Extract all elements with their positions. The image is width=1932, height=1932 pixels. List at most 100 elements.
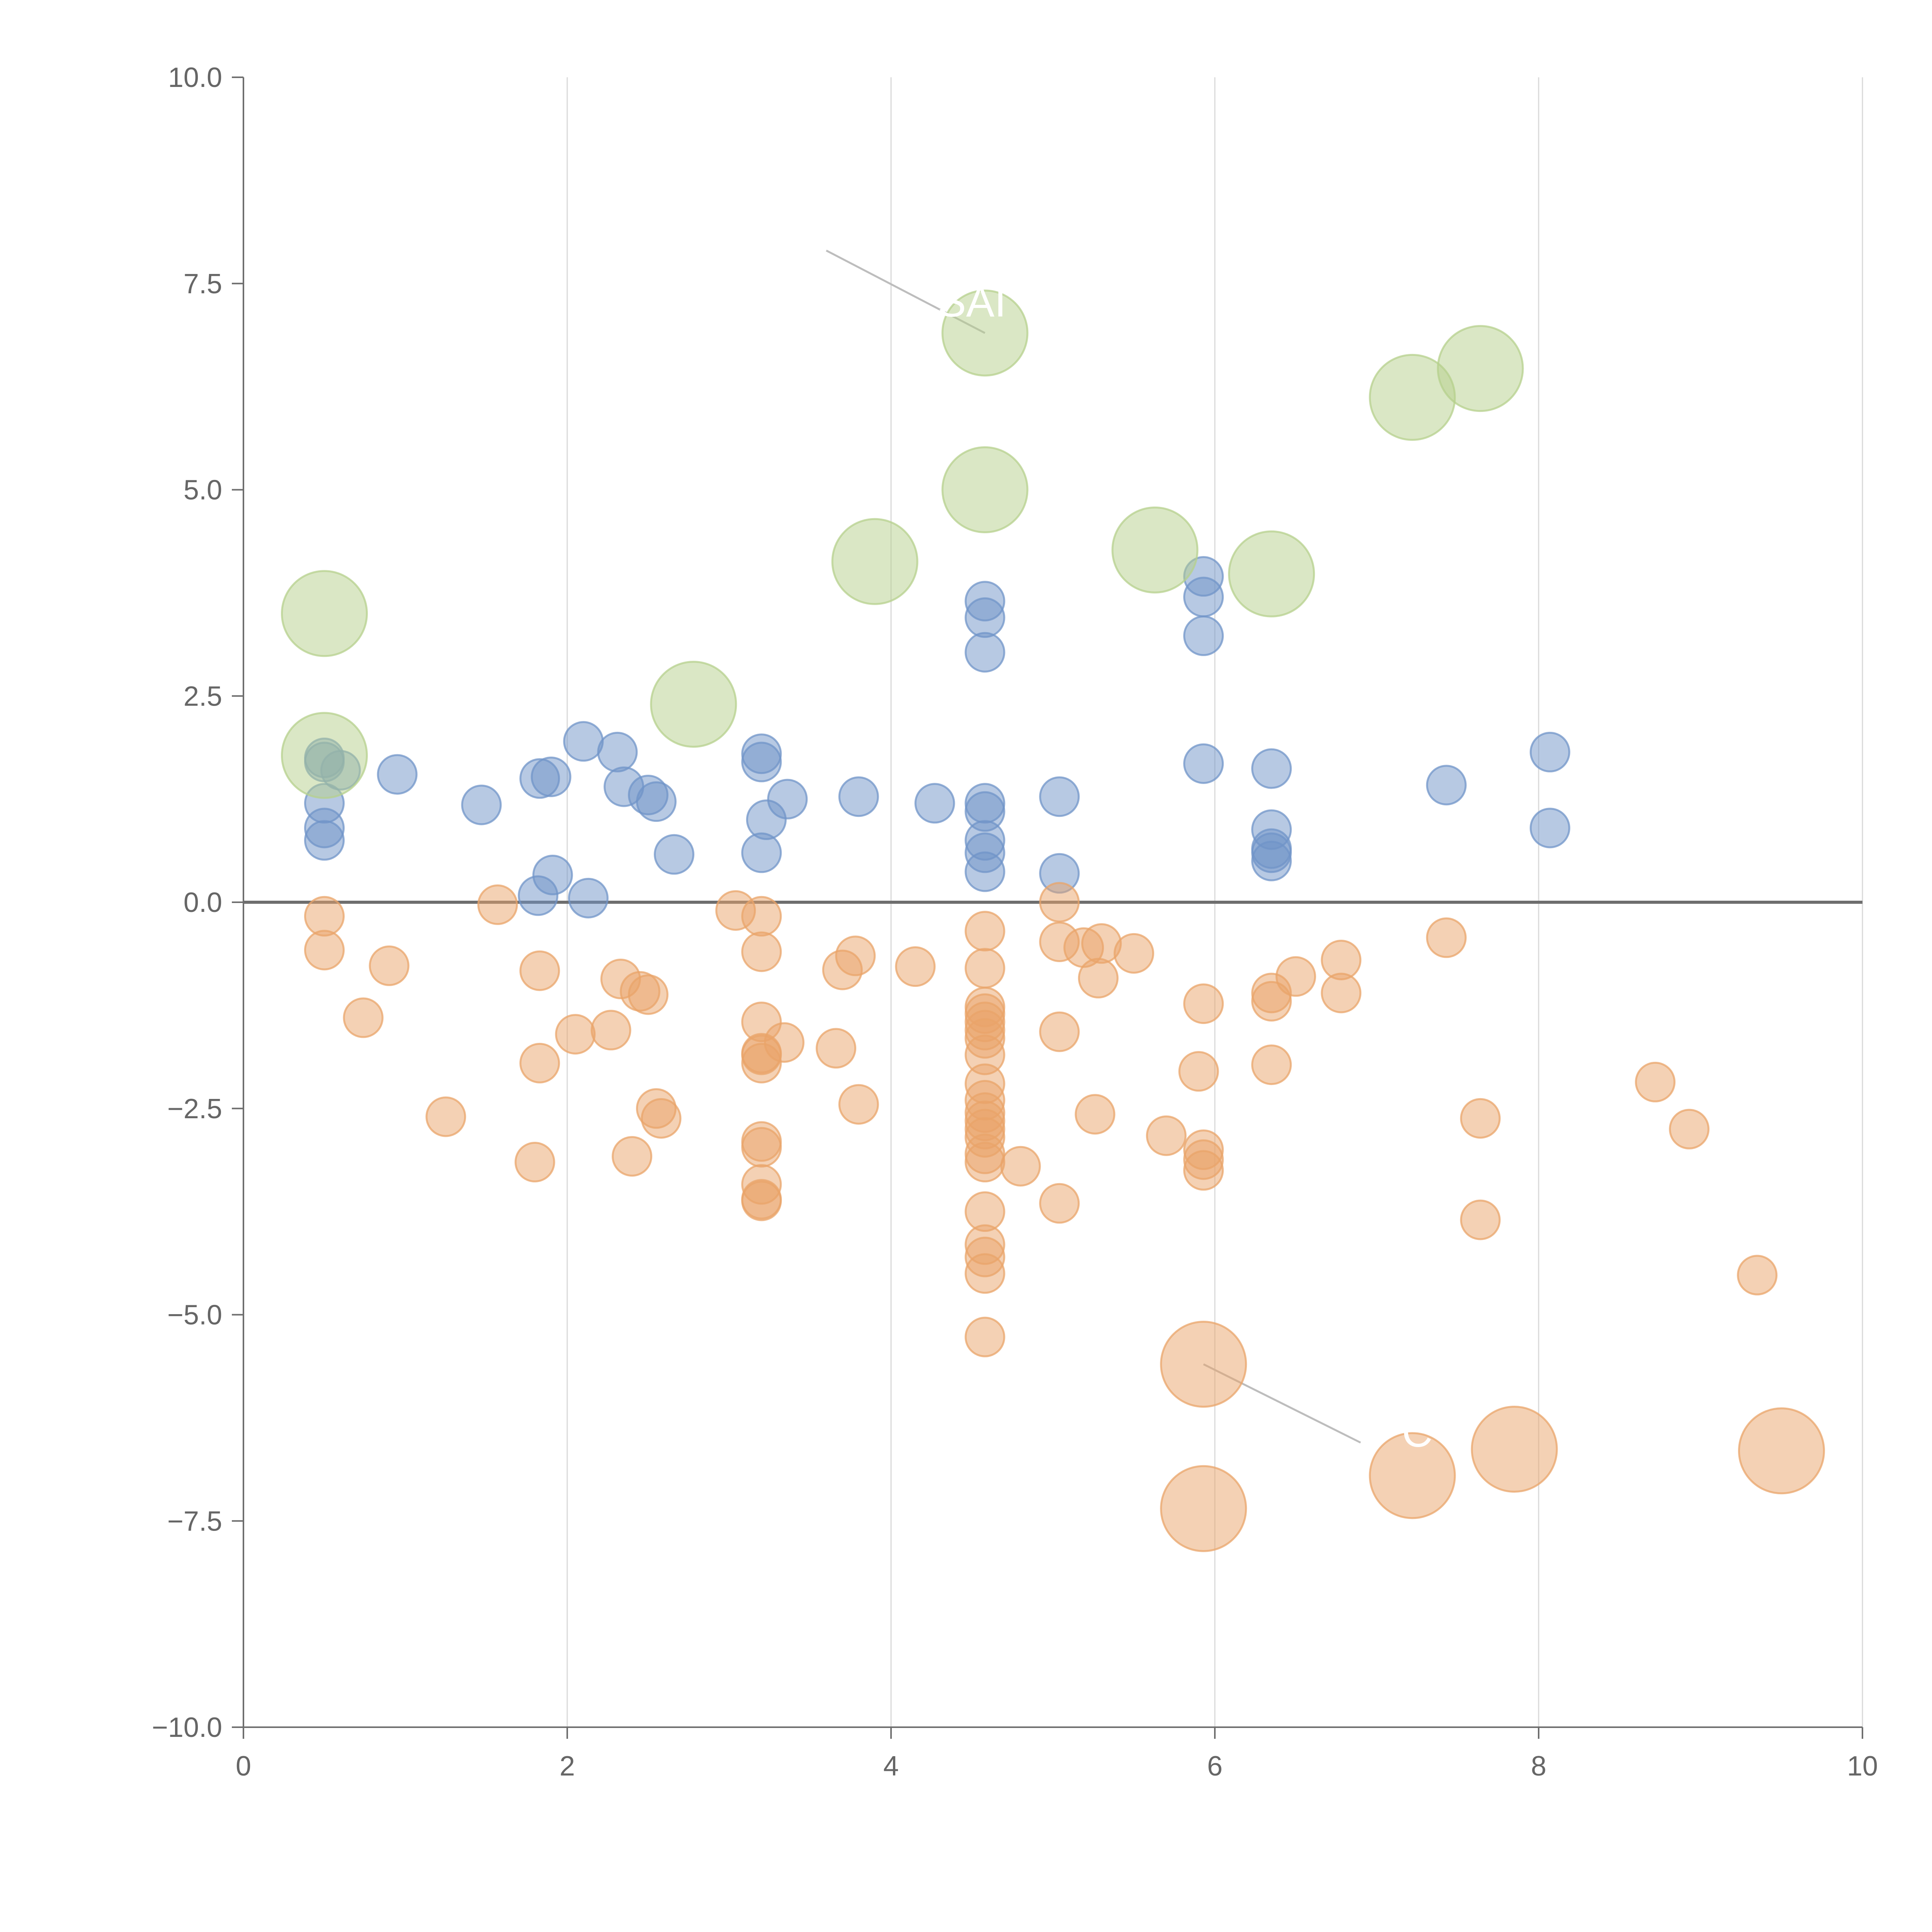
- data-point-negative: [628, 974, 668, 1015]
- data-point-annotated-positive: [1437, 325, 1524, 412]
- data-point-negative: [519, 950, 560, 991]
- data-point-negative: [895, 946, 936, 987]
- y-tick-label: −10.0: [152, 1712, 222, 1743]
- data-point-positive: [461, 784, 502, 825]
- data-point-negative: [425, 1096, 466, 1137]
- data-point-negative: [741, 931, 782, 972]
- data-point-negative: [964, 911, 1005, 952]
- data-point-negative: [555, 1014, 596, 1055]
- data-point-positive: [1183, 743, 1224, 784]
- y-tick-label: 10.0: [168, 62, 222, 93]
- data-point-negative: [1737, 1255, 1778, 1296]
- data-point-annotated-positive: [941, 289, 1029, 377]
- data-point-positive: [532, 855, 573, 896]
- data-point-negative: [1039, 1183, 1080, 1224]
- data-point-annotated-negative: [1369, 1432, 1456, 1519]
- data-point-annotated-positive: [831, 518, 918, 605]
- data-point-positive: [531, 756, 571, 797]
- data-point-negative: [1183, 983, 1224, 1024]
- data-point-negative: [1039, 882, 1080, 923]
- x-tick-label: 2: [560, 1751, 575, 1782]
- data-point-negative: [1183, 1150, 1224, 1191]
- data-point-positive: [377, 754, 418, 795]
- data-point-negative: [1426, 917, 1467, 958]
- data-point-negative: [477, 884, 518, 925]
- axes: −10.0 −7.5 −5.0 −2.5 0.0 2.5 5.0 7.5 10.0 0 2 4 6 8 10: [152, 62, 1878, 1782]
- data-point-positive: [1183, 577, 1224, 617]
- data-point-positive: [1251, 748, 1292, 789]
- data-point-negative: [964, 1253, 1005, 1294]
- data-point-positive: [597, 731, 638, 772]
- data-point-annotated-negative: [1160, 1321, 1247, 1408]
- data-point-negative: [964, 948, 1005, 989]
- data-point-negative: [612, 1136, 653, 1177]
- data-point-annotated-positive: [1228, 530, 1315, 617]
- data-point-positive: [964, 632, 1005, 673]
- data-point-negative: [304, 930, 345, 971]
- data-point-negative: [1460, 1199, 1501, 1240]
- data-point-annotated-negative: [1160, 1465, 1247, 1552]
- y-tick-label: −2.5: [167, 1094, 222, 1124]
- data-point-negative: [1251, 981, 1292, 1022]
- data-point-positive: [964, 597, 1005, 638]
- data-point-negative: [835, 935, 876, 976]
- data-point-positive: [1426, 765, 1467, 806]
- y-tick-label: −7.5: [167, 1506, 222, 1537]
- data-point-negative: [964, 1316, 1005, 1357]
- data-point-positive: [767, 779, 808, 820]
- data-points: [281, 289, 1825, 1552]
- data-point-annotated-positive: [650, 661, 737, 748]
- annotation-labels: SAI C: [938, 278, 1433, 1456]
- data-point-negative: [741, 1180, 782, 1221]
- data-point-negative: [369, 945, 410, 986]
- data-point-negative: [641, 1098, 682, 1139]
- data-point-negative: [838, 1084, 879, 1125]
- x-tick-label: 8: [1531, 1751, 1546, 1782]
- y-tick-label: −5.0: [167, 1300, 222, 1331]
- data-point-positive: [654, 834, 695, 875]
- data-point-negative: [1276, 956, 1316, 997]
- data-point-positive: [1183, 615, 1224, 656]
- data-point-annotated-positive: [281, 570, 368, 657]
- data-point-negative: [1039, 1011, 1080, 1052]
- data-point-negative: [1146, 1115, 1187, 1156]
- data-point-annotated-positive: [281, 712, 368, 799]
- data-point-negative: [764, 1022, 804, 1063]
- data-point-positive: [636, 781, 677, 822]
- data-point-negative: [514, 1142, 555, 1183]
- data-point-negative: [1321, 973, 1362, 1014]
- data-point-positive: [741, 742, 782, 782]
- x-tick-label: 6: [1207, 1751, 1223, 1782]
- data-point-negative: [816, 1028, 857, 1069]
- data-point-negative: [1000, 1146, 1041, 1187]
- data-point-negative: [1078, 957, 1119, 998]
- data-point-positive: [1039, 776, 1080, 817]
- data-point-negative: [1251, 1044, 1292, 1085]
- data-point-negative: [1075, 1094, 1116, 1135]
- data-point-negative: [964, 1142, 1005, 1183]
- y-tick-label: 2.5: [184, 681, 222, 712]
- data-point-negative: [1114, 933, 1154, 974]
- data-point-positive: [838, 776, 879, 817]
- data-point-negative: [741, 896, 782, 937]
- data-point-positive: [568, 878, 609, 918]
- data-point-positive: [914, 783, 955, 824]
- y-tick-label: 7.5: [184, 269, 222, 299]
- data-point-annotated-positive: [1111, 506, 1199, 594]
- data-point-negative: [1460, 1098, 1501, 1139]
- x-tick-label: 0: [236, 1751, 251, 1782]
- data-point-positive: [741, 832, 782, 873]
- data-point-negative: [343, 997, 384, 1038]
- data-point-negative: [1635, 1061, 1676, 1102]
- data-point-annotated-positive: [941, 446, 1029, 533]
- data-point-positive: [1251, 840, 1292, 881]
- annotation-label: SAI: [938, 278, 1006, 326]
- data-point-positive: [964, 851, 1005, 892]
- data-point-negative: [304, 896, 345, 937]
- data-point-negative: [1178, 1051, 1219, 1092]
- data-point-negative: [1669, 1109, 1710, 1150]
- x-tick-label: 4: [883, 1751, 899, 1782]
- y-tick-label: 0.0: [184, 887, 222, 918]
- data-point-negative: [590, 1010, 631, 1051]
